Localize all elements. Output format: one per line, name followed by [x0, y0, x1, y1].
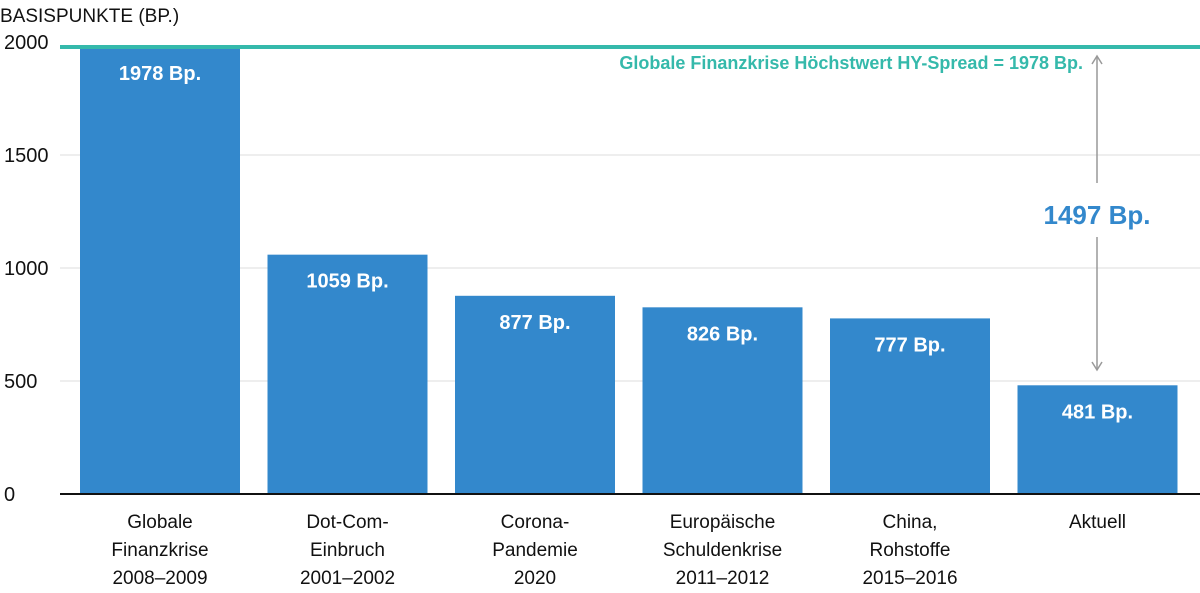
bar-value-label: 1978 Bp.: [119, 63, 201, 85]
bar-value-label: 1059 Bp.: [306, 271, 388, 293]
bar-value-label: 777 Bp.: [874, 334, 945, 356]
x-tick-label-line: 2008–2009: [112, 568, 207, 589]
y-axis-label: BASISPUNKTE (BP.): [0, 6, 179, 27]
reference-line-group: Globale Finanzkrise Höchstwert HY-Spread…: [60, 44, 1200, 73]
bar-value-label: 481 Bp.: [1062, 401, 1133, 423]
y-tick-label: 2000: [4, 32, 49, 54]
x-tick-label-line: Aktuell: [1069, 512, 1126, 533]
y-tick-label: 0: [4, 484, 15, 506]
y-tick-label: 1500: [4, 145, 49, 167]
arrowhead-down-icon: [1091, 361, 1103, 372]
x-tick-label-line: 2015–2016: [862, 568, 957, 589]
x-tick-label: Europäische Schuldenkrise 2011–2012: [663, 512, 782, 589]
bar: [642, 307, 803, 494]
bar: [455, 295, 615, 494]
bars: 1978 Bp. 1059 Bp. 877 Bp. 826 Bp. 777 Bp. 481…: [80, 46, 1178, 495]
x-tick-label-line: China,: [883, 512, 938, 533]
arrowhead-up-icon: [1091, 54, 1103, 65]
axes: BASISPUNKTE (BP.) 0 500 1000 1500 2000 Globale…: [0, 6, 1200, 589]
x-tick-label-line: Schuldenkrise: [663, 540, 782, 561]
x-tick-label-line: Corona-: [501, 512, 570, 533]
bar: [1017, 385, 1178, 494]
x-tick-label-line: Finanzkrise: [111, 540, 208, 561]
y-tick-label: 1000: [4, 258, 49, 280]
x-tick-label: Corona- Pandemie 2020: [492, 512, 578, 589]
x-tick-label-line: Pandemie: [492, 540, 578, 561]
y-tick-label: 500: [4, 371, 37, 393]
x-tick-label-line: 2020: [514, 568, 556, 589]
bar: [830, 318, 990, 494]
bar-value-label: 826 Bp.: [687, 323, 758, 345]
bar-value-label: 877 Bp.: [499, 312, 570, 334]
x-tick-label: China, Rohstoffe 2015–2016: [862, 512, 957, 589]
x-tick-label: Globale Finanzkrise 2008–2009: [111, 512, 208, 589]
x-tick-label-line: Einbruch: [310, 540, 385, 561]
annotations: 1497 Bp.: [1044, 54, 1151, 372]
x-tick-label-line: Dot-Com-: [306, 512, 388, 533]
x-tick-label-line: 2011–2012: [676, 568, 770, 589]
gridlines: [60, 154, 1200, 382]
x-tick-label-line: 2001–2002: [300, 568, 395, 589]
x-tick-label: Dot-Com- Einbruch 2001–2002: [300, 512, 395, 589]
x-tick-label: Aktuell: [1069, 512, 1126, 533]
x-tick-label-line: Rohstoffe: [870, 540, 951, 561]
bar: [80, 46, 240, 495]
x-tick-label-line: Globale: [127, 512, 193, 533]
bar: [267, 254, 428, 494]
difference-label: 1497 Bp.: [1044, 200, 1151, 230]
reference-line-label: Globale Finanzkrise Höchstwert HY-Spread…: [619, 53, 1083, 73]
x-tick-label-line: Europäische: [670, 512, 776, 533]
